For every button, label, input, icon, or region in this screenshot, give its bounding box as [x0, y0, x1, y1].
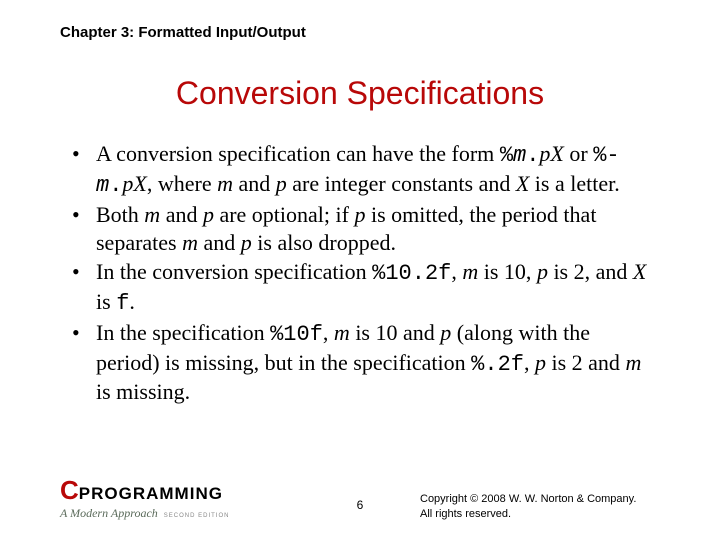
code: %10f [270, 322, 323, 347]
text: , [524, 350, 535, 375]
text: and [160, 202, 203, 227]
text: is 2 and [546, 350, 625, 375]
slide-body: A conversion specification can have the … [72, 140, 652, 408]
slide-title: Conversion Specifications [0, 75, 720, 112]
text: or [564, 141, 593, 166]
italic: m [462, 259, 478, 284]
copyright: Copyright © 2008 W. W. Norton & Company.… [420, 492, 650, 522]
code-italic: m [96, 173, 109, 198]
italic: p [276, 171, 287, 196]
italic: pX [122, 171, 146, 196]
italic: p [535, 350, 546, 375]
bullet-1: A conversion specification can have the … [72, 140, 652, 199]
copyright-line-1: Copyright © 2008 W. W. Norton & Company. [420, 492, 650, 507]
italic: X [633, 259, 646, 284]
italic: X [516, 171, 529, 196]
italic: m [625, 350, 641, 375]
code: %.2f [471, 352, 524, 377]
italic: m [182, 230, 198, 255]
text: , where [147, 171, 217, 196]
text: are optional; if [214, 202, 355, 227]
chapter-header: Chapter 3: Formatted Input/Output [60, 24, 306, 41]
text: and [198, 230, 241, 255]
text: A conversion specification can have the … [96, 141, 500, 166]
italic: p [241, 230, 252, 255]
italic: p [440, 320, 451, 345]
italic: p [354, 202, 365, 227]
bullet-2: Both m and p are optional; if p is omitt… [72, 201, 652, 256]
text: In the conversion specification [96, 259, 372, 284]
text: is [96, 289, 116, 314]
code: . [109, 173, 122, 198]
text: . [129, 289, 135, 314]
code: %- [593, 143, 619, 168]
text: is 10 and [350, 320, 440, 345]
italic: m [144, 202, 160, 227]
bullet-3: In the conversion specification %10.2f, … [72, 258, 652, 317]
italic: m [217, 171, 233, 196]
slide: Chapter 3: Formatted Input/Output Conver… [0, 0, 720, 540]
text: and [233, 171, 276, 196]
italic: pX [539, 141, 563, 166]
copyright-line-2: All rights reserved. [420, 507, 650, 522]
code-italic: m [513, 143, 526, 168]
code: % [500, 143, 513, 168]
text: Both [96, 202, 144, 227]
code: f [116, 291, 129, 316]
italic: p [537, 259, 548, 284]
text: are integer constants and [287, 171, 516, 196]
text: is 2, and [548, 259, 633, 284]
text: is a letter. [529, 171, 619, 196]
bullet-4: In the specification %10f, m is 10 and p… [72, 319, 652, 406]
text: In the specification [96, 320, 270, 345]
logo-edition: SECOND EDITION [164, 513, 230, 519]
code: %10.2f [372, 261, 451, 286]
text: , [451, 259, 462, 284]
italic: p [203, 202, 214, 227]
italic: m [334, 320, 350, 345]
text: is also dropped. [252, 230, 396, 255]
text: , [323, 320, 334, 345]
text: is missing. [96, 379, 190, 404]
code: . [526, 143, 539, 168]
text: is 10, [478, 259, 537, 284]
